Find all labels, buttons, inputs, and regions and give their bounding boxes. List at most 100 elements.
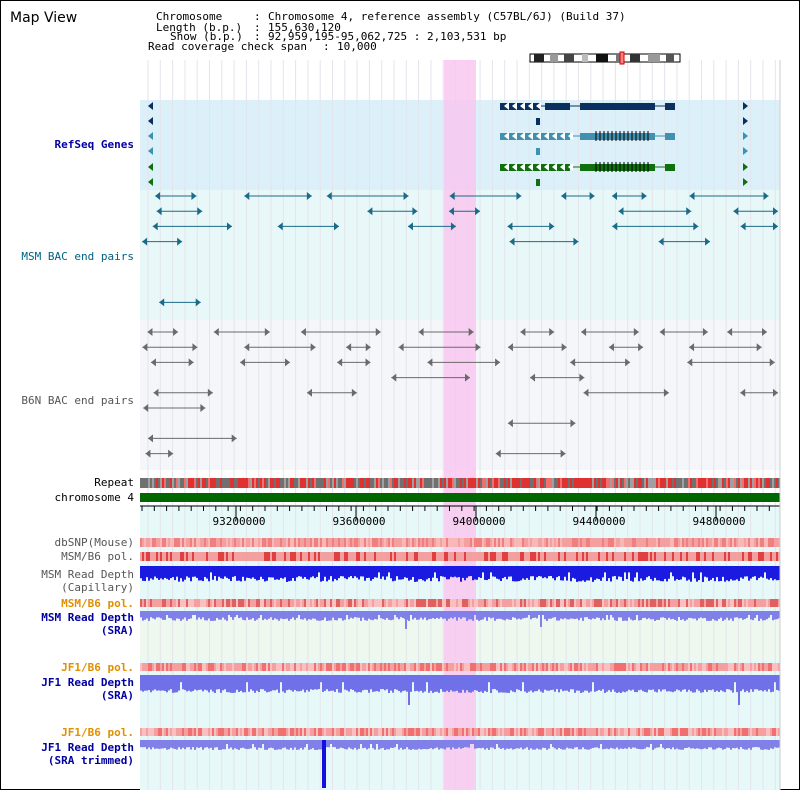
- msm-b6-pol-strip: [140, 552, 142, 561]
- jf1-depth-sra-bar: [670, 675, 672, 692]
- msm-depth-capillary-bar: [308, 566, 310, 580]
- msm-b6-pol-2-strip: [314, 599, 316, 607]
- msm-depth-capillary-bar: [730, 566, 732, 580]
- repeat-block: [660, 478, 662, 488]
- msm-depth-sra-bar: [534, 611, 536, 618]
- refseq-gene-end: [743, 178, 748, 186]
- jf1-depth-sra-bar: [358, 675, 360, 692]
- repeat-block: [618, 478, 620, 488]
- jf1-depth-trimmed-bar: [552, 740, 554, 748]
- msm-depth-capillary-bar: [346, 566, 348, 580]
- msm-b6-pol-2-strip: [510, 599, 512, 607]
- msm-depth-sra-bar: [288, 611, 290, 621]
- msm-bac-pair-end: [142, 237, 148, 246]
- msm-b6-pol-2-strip: [420, 599, 422, 607]
- jf1-b6-pol-2-strip: [150, 728, 152, 736]
- msm-b6-pol-2-strip: [552, 599, 554, 607]
- msm-bac-pair-end: [507, 222, 513, 231]
- repeat-block: [546, 478, 548, 488]
- jf1-b6-pol-strip: [598, 663, 600, 671]
- msm-depth-sra-bar: [544, 611, 546, 620]
- msm-depth-sra-bar: [146, 611, 148, 619]
- jf1-depth-sra-bar: [490, 675, 492, 693]
- b6n-bac-pair-end: [475, 343, 481, 352]
- jf1-b6-pol-2-strip: [748, 728, 750, 736]
- repeat-block: [332, 478, 334, 488]
- repeat-block: [308, 478, 310, 488]
- jf1-depth-trimmed-bar: [560, 740, 562, 749]
- jf1-depth-sra-bar: [454, 675, 456, 692]
- repeat-block: [440, 478, 442, 488]
- jf1-depth-trimmed-bar: [598, 740, 600, 749]
- jf1-depth-sra-bar: [342, 675, 344, 683]
- msm-depth-capillary-bar: [538, 566, 540, 577]
- repeat-block: [614, 478, 616, 488]
- dbsnp-strip: [746, 538, 748, 547]
- jf1-depth-sra-bar: [564, 675, 566, 691]
- jf1-depth-trimmed-label: JF1 Read Depth: [41, 741, 134, 754]
- msm-depth-sra-bar: [270, 611, 272, 618]
- jf1-b6-pol-2-strip: [186, 728, 188, 736]
- dbsnp-strip: [634, 538, 636, 547]
- jf1-depth-sra-bar: [194, 675, 196, 690]
- msm-b6-pol-strip: [414, 552, 416, 561]
- jf1-b6-pol-2-strip: [162, 728, 164, 736]
- jf1-b6-pol-2-strip: [288, 728, 290, 736]
- jf1-b6-pol-strip: [558, 663, 560, 671]
- jf1-depth-sra-bar: [644, 675, 646, 692]
- jf1-b6-pol-strip: [536, 663, 538, 671]
- msm-depth-capillary-bar: [562, 566, 564, 581]
- msm-depth-capillary-bar: [470, 566, 472, 577]
- msm-b6-pol-2-strip: [278, 599, 280, 607]
- repeat-block: [556, 478, 558, 488]
- repeat-block: [398, 478, 400, 488]
- jf1-depth-trimmed-bar: [144, 740, 146, 748]
- msm-depth-capillary-bar: [402, 566, 404, 580]
- jf1-b6-pol-2-strip: [486, 728, 488, 736]
- jf1-depth-trimmed-bar: [470, 740, 472, 744]
- msm-b6-pol-2-strip: [410, 599, 412, 607]
- msm-b6-pol-strip: [432, 552, 434, 561]
- repeat-block: [304, 478, 306, 488]
- msm-bac-pair-end: [705, 237, 711, 246]
- jf1-b6-pol-strip: [612, 663, 614, 671]
- jf1-b6-pol-2-strip: [540, 728, 542, 736]
- msm-bac-pair-end: [589, 192, 595, 200]
- msm-b6-pol-2-strip: [196, 599, 198, 607]
- jf1-b6-pol-2-strip: [276, 728, 278, 736]
- msm-b6-pol-strip: [714, 552, 716, 561]
- dbsnp-strip: [450, 538, 452, 547]
- msm-b6-pol-strip: [666, 552, 668, 561]
- b6n-bac-pair-end: [583, 388, 589, 397]
- msm-depth-capillary-bar: [334, 566, 336, 579]
- msm-b6-pol-strip: [310, 552, 312, 561]
- dbsnp-strip: [270, 538, 272, 547]
- msm-depth-sra-bar: [740, 611, 742, 619]
- jf1-depth-sra-bar: [320, 675, 322, 683]
- msm-b6-pol-strip: [594, 552, 596, 561]
- dbsnp-strip: [568, 538, 570, 547]
- jf1-b6-pol-2-strip: [680, 728, 682, 736]
- jf1-b6-pol-2-strip: [492, 728, 494, 736]
- msm-depth-capillary-bar: [310, 566, 312, 578]
- jf1-b6-pol-strip: [192, 663, 194, 671]
- jf1-b6-pol-2-strip: [264, 728, 266, 736]
- jf1-b6-pol-strip: [152, 663, 154, 671]
- jf1-b6-pol-strip: [416, 663, 418, 671]
- msm-depth-sra-bar: [528, 611, 530, 615]
- dbsnp-strip: [486, 538, 488, 547]
- repeat-block: [616, 478, 618, 488]
- repeat-block: [630, 478, 632, 488]
- jf1-b6-pol-strip: [534, 663, 536, 671]
- jf1-depth-trimmed-bar: [494, 740, 496, 750]
- jf1-depth-sra-bar: [588, 675, 590, 693]
- jf1-b6-pol-strip: [744, 663, 746, 671]
- dbsnp-strip: [648, 538, 650, 547]
- repeat-block: [302, 478, 304, 488]
- msm-depth-sra-bar: [668, 611, 670, 618]
- jf1-depth-trimmed-bar: [430, 740, 432, 749]
- msm-b6-pol-2-strip: [386, 599, 388, 607]
- ideogram-position: [619, 51, 625, 65]
- dbsnp-strip: [650, 538, 652, 547]
